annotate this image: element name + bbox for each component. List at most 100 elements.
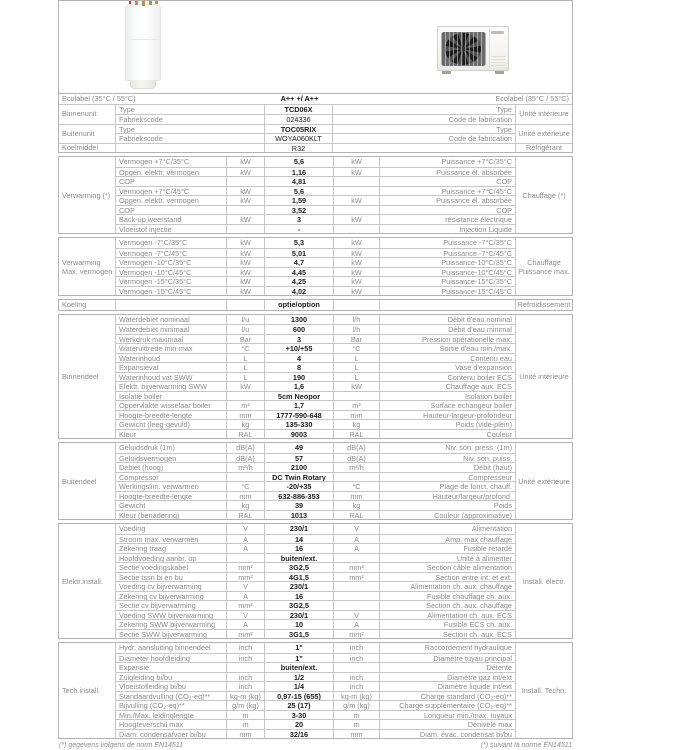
unit-fr (333, 185, 379, 195)
spec-value: 5,6 (264, 157, 333, 167)
param-label-nl: Gewicht (116, 500, 226, 510)
brand-logo (491, 31, 504, 34)
section-label-nl: Buitendeel (59, 443, 116, 519)
param-label-fr: Section ch. aux. ECS (379, 628, 515, 638)
param-label-nl: Vermogen -10°C/45°C (116, 266, 226, 276)
param-label-nl: Sectie tssn bi en bu (116, 571, 226, 581)
unit-nl (226, 471, 264, 481)
param-label-nl: Elektr. bijverwarming SWW (116, 381, 226, 391)
param-label-fr: Fusible ECS ch. aux. (379, 619, 515, 629)
indoor-unit-valve (129, 1, 131, 4)
param-label-nl: Hydr. aansluiting binnendeel (119, 643, 211, 652)
unit-nl (226, 552, 264, 562)
spec-value: WOYA060KLT (264, 133, 333, 143)
param-label-fr: Niv. son. press. (1m) (379, 443, 515, 453)
unit-nl: °C (226, 481, 264, 491)
param-label-fr: Surface echangeur boiler (379, 400, 515, 410)
param-label-nl: Kleur (benadering) (116, 509, 226, 519)
units-header-right: Unité intérieure Unité extérieure Réfrigér… (515, 104, 572, 152)
spec-value: 4 (264, 352, 333, 362)
unit-nl: kW (226, 185, 264, 195)
unit-fr (333, 662, 379, 672)
param-label-nl: Stroom max. verwarmen (116, 533, 226, 543)
unit-nl: Bar (226, 333, 264, 343)
unit-fr: A (333, 619, 379, 629)
unit-fr (333, 390, 379, 400)
unit-nl: °C (226, 343, 264, 353)
param-label-fr: Puissance él. absorbée (379, 195, 515, 205)
spec-section: Verwarming (*) Vermogen +7°C/35°C kW 5,6 kW P… (58, 156, 573, 234)
param-label-nl: Vermogen +7°C/35°C (119, 157, 190, 166)
spec-value: TOC05RIX (264, 123, 333, 133)
param-label-fr: Fusible chauffage ch. aux. (379, 590, 515, 600)
unit-fr (333, 590, 379, 600)
section-rows: Vermogen +7°C/35°C kW 5,6 kW Puissance +7°C/… (116, 157, 515, 233)
unit-nl: kg (226, 500, 264, 510)
param-label-nl: Opgen. elektr. vermogen (116, 195, 226, 205)
unit-fr: inch (333, 643, 379, 653)
param-label-fr: Diam. évac. condensat bi/bu (379, 728, 515, 738)
section-label-nl: Elektr.install. (59, 524, 116, 638)
unit-fr: dB(A) (333, 452, 379, 462)
param-label-nl: Gewicht (leeg-gevuld) (116, 419, 226, 429)
header-param-fr: Type (333, 123, 515, 133)
param-label-fr: Pression opérationelle max. (379, 333, 515, 343)
section-label-fr: Install. électr. (515, 524, 572, 638)
unit-fr: m² (333, 400, 379, 410)
header-param-fr (333, 142, 515, 153)
ecolabel-row: Ecolabel (35°C / 55°C) A++ +/ A++ Ecolab… (59, 94, 572, 105)
spec-value: 5cm Neopor (264, 390, 333, 400)
unit-fr: A (333, 543, 379, 553)
unit-fr: RAL (333, 428, 379, 438)
spec-value: 1,6 (264, 381, 333, 391)
product-images (58, 0, 573, 93)
outdoor-unit-fan-grille (441, 32, 486, 66)
param-label-nl: Vloeistofleiding bi/bu (116, 681, 226, 691)
param-label-fr: Chauffage aux. ECS (379, 381, 515, 391)
unit-fr: kg (333, 500, 379, 510)
spec-value: optie/option (264, 300, 333, 310)
param-label-fr: Diamètre gaz int/ext (379, 671, 515, 681)
spec-section: Tech.install. Hydr. aansluiting binnendee… (58, 642, 573, 739)
unit-fr (333, 176, 379, 186)
indoor-unit-pipe (149, 1, 152, 5)
unit-fr: kW (333, 381, 379, 391)
unit-nl: V (226, 524, 264, 534)
footnotes: (*) gegevens volgens de norm EN14511 (*)… (58, 741, 573, 750)
param-label-fr: COP (379, 176, 515, 186)
unit-fr: L (333, 362, 379, 372)
param-label-nl: Zuigleiding bi/bu (116, 671, 226, 681)
param-label-fr: Compresseur (379, 471, 515, 481)
param-label-nl: Sectie cv bijverwarming (116, 600, 226, 610)
unit-fr: kW (333, 214, 379, 224)
param-label-fr: Fusible retardé (379, 543, 515, 553)
unit-nl (226, 300, 264, 310)
spec-table: Ecolabel (35°C / 55°C) A++ +/ A++ Ecolab… (58, 0, 573, 750)
unit-fr: mm² (333, 628, 379, 638)
unit-fr: Bar (333, 333, 379, 343)
unit-fr: kW (333, 166, 379, 176)
unit-nl: A (226, 533, 264, 543)
unit-nl: kW (226, 276, 264, 286)
indoor-unit-pipe (155, 1, 158, 4)
indoor-unit-pipe (142, 1, 145, 6)
ecolabel-right-label: Ecolabel (35°C / 55°C) (495, 94, 569, 103)
spec-value: 5,6 (264, 185, 333, 195)
spec-value: 20 (264, 719, 333, 729)
unit-nl: inch (226, 681, 264, 691)
param-label-nl: Isolatie boiler (116, 390, 226, 400)
spec-value: 3G1,5 (264, 628, 333, 638)
header-param-fr: Code de fabrication (333, 133, 515, 143)
section-label-fr: Réfrigérant (516, 142, 572, 152)
section-rows: Hydr. aansluiting binnendeel inch 1" inch Ra… (116, 643, 515, 738)
unit-fr: l/h (333, 324, 379, 334)
unit-fr: l/h (333, 314, 379, 324)
param-label-nl: Min./Max. leidinglengte (116, 709, 226, 719)
unit-fr: kW (333, 195, 379, 205)
unit-nl: mm² (226, 562, 264, 572)
section-label-nl: Verwarming Max. vermogen (59, 238, 116, 295)
param-label-nl: Vermogen -7°C/45°C (116, 247, 226, 257)
spec-value: DC Twin Rotary (264, 471, 333, 481)
param-label-fr: Débit d'eau nominal (379, 314, 515, 324)
unit-nl: kW (226, 247, 264, 257)
